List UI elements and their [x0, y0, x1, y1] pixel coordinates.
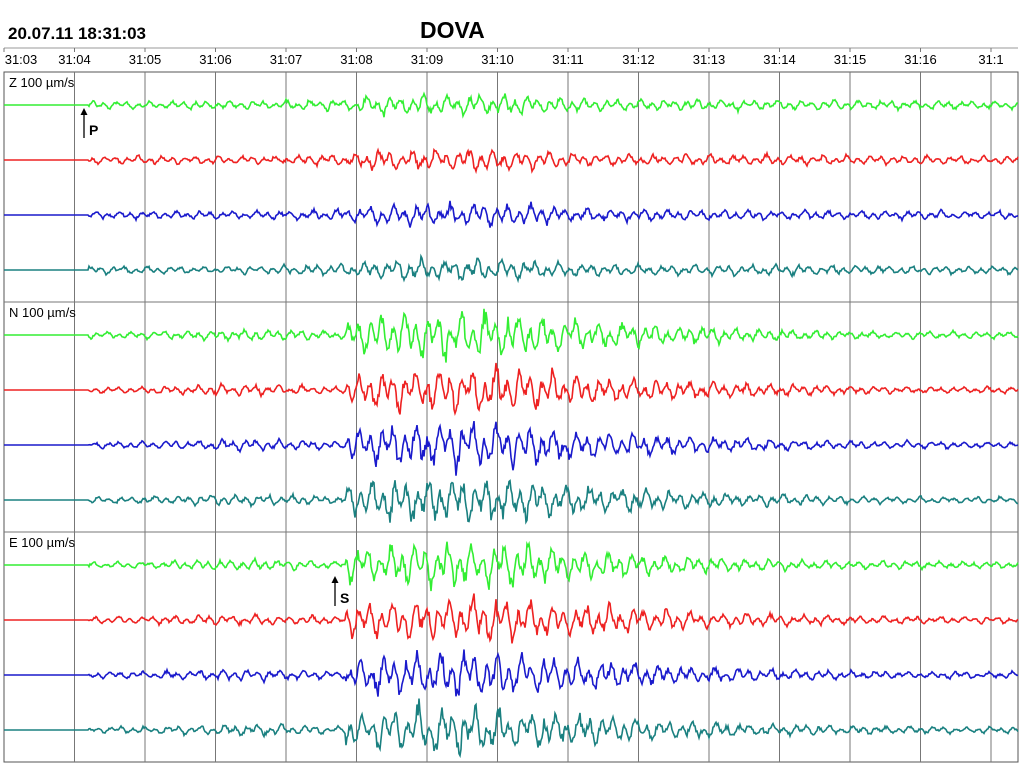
component-label-e: E 100 µm/s	[9, 535, 76, 550]
tick-label: 31:10	[481, 52, 514, 67]
tick-label: 31:11	[552, 52, 584, 67]
tick-label: 31:16	[904, 52, 937, 67]
trace-layer	[4, 91, 1019, 759]
plot-frame	[3, 71, 1019, 763]
tick-label: 31:05	[128, 52, 162, 67]
trace-n-3	[4, 420, 1019, 476]
start-datetime: 20.07.11 18:31:03	[8, 24, 147, 43]
tick-label: 31:12	[622, 52, 655, 67]
trace-z-2	[4, 147, 1019, 175]
trace-e-2	[4, 593, 1019, 644]
phase-p-arrow-icon	[80, 108, 88, 115]
phase-label-p: P	[89, 122, 99, 138]
trace-n-4	[4, 479, 1019, 525]
tick-label: 31:04	[58, 52, 91, 67]
trace-e-3	[4, 649, 1019, 697]
tick-label: 31:08	[340, 52, 373, 67]
trace-z-3	[4, 200, 1019, 228]
tick-label: 31:03	[4, 52, 38, 67]
phase-marker-layer	[80, 108, 339, 606]
trace-z-1	[4, 91, 1019, 119]
tick-label: 31:14	[763, 52, 796, 67]
tick-label: 31:13	[692, 52, 726, 67]
component-label-n: N 100 µm/s	[9, 305, 76, 320]
trace-z-4	[4, 253, 1019, 284]
trace-n-2	[4, 362, 1019, 417]
phase-s-arrow-icon	[331, 576, 339, 583]
trace-e-1	[4, 540, 1019, 592]
component-label-z: Z 100 µm/s	[9, 75, 75, 90]
grid-layer	[3, 47, 1019, 763]
phase-label-s: S	[340, 590, 350, 606]
tick-label: 31:07	[269, 52, 303, 67]
tick-label: 31:09	[410, 52, 444, 67]
tick-label: 31:06	[199, 52, 232, 67]
station-title: DOVA	[420, 17, 485, 43]
tick-label: 31:1	[978, 52, 1004, 67]
trace-e-4	[4, 698, 1019, 759]
trace-n-1	[4, 308, 1019, 363]
tick-label: 31:15	[833, 52, 867, 67]
